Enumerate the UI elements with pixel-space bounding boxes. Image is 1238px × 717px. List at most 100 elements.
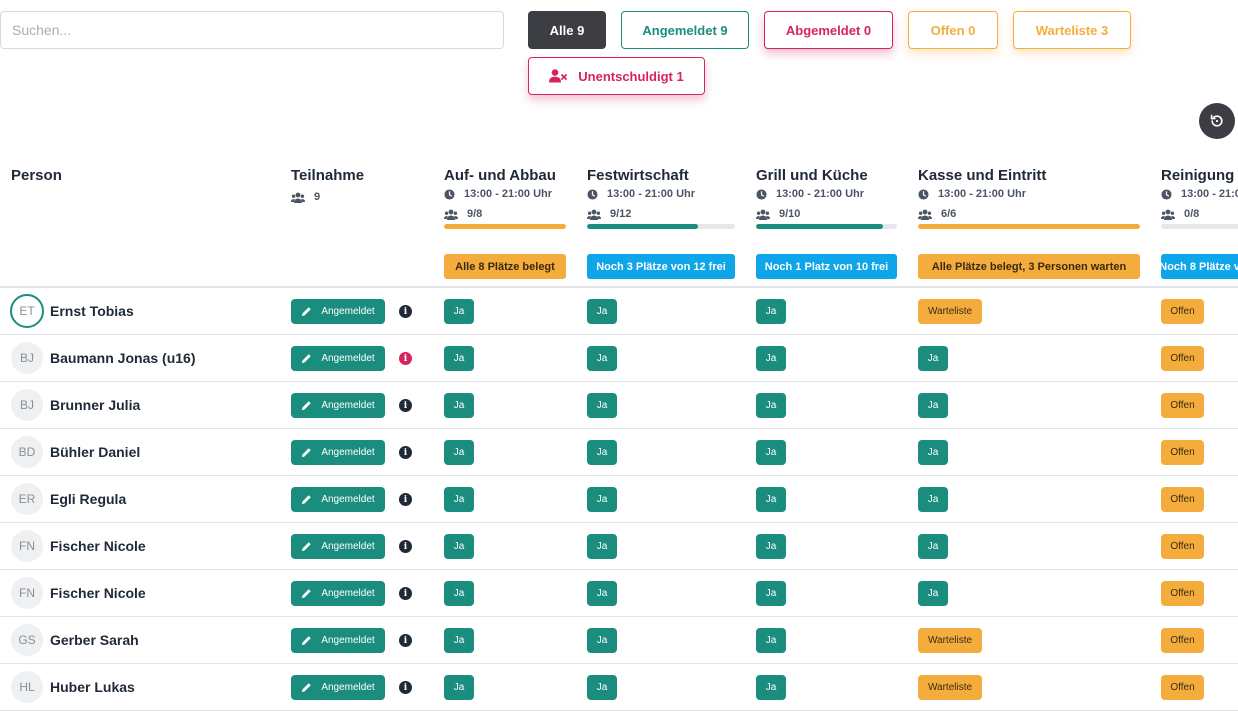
participation-button[interactable]: Angemeldet (291, 393, 385, 418)
info-icon[interactable]: i (399, 540, 412, 553)
participation-button[interactable]: Angemeldet (291, 675, 385, 700)
shift-count: 9/10 (756, 208, 800, 220)
shift-status-button[interactable]: Warteliste (918, 628, 982, 653)
info-icon[interactable]: i (399, 399, 412, 412)
info-icon[interactable]: i (399, 493, 412, 506)
filter-all-button[interactable]: Alle 9 (528, 11, 606, 49)
shift-status-button[interactable]: Ja (756, 440, 786, 465)
person-name[interactable]: Gerber Sarah (50, 632, 139, 648)
participation-label: Angemeldet (321, 635, 375, 646)
shift-time-value: 13:00 - 21:00 Uhr (464, 188, 553, 200)
person-name[interactable]: Ernst Tobias (50, 303, 134, 319)
shift-status-button[interactable]: Ja (444, 534, 474, 559)
shift-status-button[interactable]: Ja (444, 675, 474, 700)
shift-status-button[interactable]: Ja (918, 393, 948, 418)
shift-status-button[interactable]: Ja (587, 675, 617, 700)
shift-status-button[interactable]: Ja (918, 581, 948, 606)
shift-status-button[interactable]: Ja (918, 346, 948, 371)
shift-status-button[interactable]: Ja (587, 440, 617, 465)
shift-status-button[interactable]: Ja (587, 346, 617, 371)
table-row: BD Bühler Daniel Angemeldet i Ja Ja Ja Ja Of… (0, 429, 1238, 476)
shift-status-button[interactable]: Ja (756, 346, 786, 371)
shift-status-button[interactable]: Ja (587, 487, 617, 512)
shift-status-button[interactable]: Ja (756, 393, 786, 418)
shift-status-button[interactable]: Ja (756, 534, 786, 559)
shift-status-button[interactable]: Ja (444, 393, 474, 418)
avatar: GS (11, 624, 43, 656)
avatar: BJ (11, 389, 43, 421)
person-name[interactable]: Fischer Nicole (50, 538, 146, 554)
info-icon[interactable]: i (399, 352, 412, 365)
shift-status-button[interactable]: Ja (444, 299, 474, 324)
filter-unexcused-button[interactable]: Unentschuldigt 1 (528, 57, 705, 95)
participation-button[interactable]: Angemeldet (291, 299, 385, 324)
filter-waitlist-button[interactable]: Warteliste 3 (1013, 11, 1131, 49)
participation-button[interactable]: Angemeldet (291, 581, 385, 606)
users-icon (444, 209, 458, 220)
filter-registered-button[interactable]: Angemeldet 9 (621, 11, 749, 49)
person-name[interactable]: Fischer Nicole (50, 585, 146, 601)
avatar: BJ (11, 342, 43, 374)
shift-status-button[interactable]: Ja (444, 346, 474, 371)
shift-status-button[interactable]: Warteliste (918, 675, 982, 700)
participation-button[interactable]: Angemeldet (291, 534, 385, 559)
table-row: FN Fischer Nicole Angemeldet i Ja Ja Ja Ja O… (0, 570, 1238, 617)
shift-status-button[interactable]: Ja (918, 487, 948, 512)
shift-status-button[interactable]: Ja (444, 440, 474, 465)
participation-button[interactable]: Angemeldet (291, 487, 385, 512)
avatar: ET (10, 294, 44, 328)
shift-status-button[interactable]: Ja (918, 534, 948, 559)
shift-status-button[interactable]: Ja (756, 299, 786, 324)
shift-status-button[interactable]: Offen (1161, 440, 1204, 465)
shift-status-button[interactable]: Ja (756, 581, 786, 606)
person-name[interactable]: Egli Regula (50, 491, 127, 507)
info-icon[interactable]: i (399, 634, 412, 647)
shift-status-button[interactable]: Ja (587, 299, 617, 324)
shift-status-button[interactable]: Offen (1161, 534, 1204, 559)
shift-status-button[interactable]: Ja (756, 675, 786, 700)
shift-time-value: 13:00 - 21:00 Uhr (1181, 188, 1238, 200)
shift-status-button[interactable]: Offen (1161, 581, 1204, 606)
info-icon[interactable]: i (399, 446, 412, 459)
table-row: ET Ernst Tobias Angemeldet i Ja Ja Ja Warte… (0, 288, 1238, 335)
filter-open-button[interactable]: Offen 0 (908, 11, 998, 49)
shift-status-button[interactable]: Offen (1161, 393, 1204, 418)
shift-status-button[interactable]: Offen (1161, 299, 1204, 324)
shift-status-button[interactable]: Ja (444, 487, 474, 512)
filter-deregistered-button[interactable]: Abgemeldet 0 (764, 11, 893, 49)
shift-status-button[interactable]: Ja (444, 581, 474, 606)
person-name[interactable]: Brunner Julia (50, 397, 141, 413)
reset-button[interactable] (1199, 103, 1235, 139)
avatar: FN (11, 577, 43, 609)
person-name[interactable]: Bühler Daniel (50, 444, 141, 460)
shift-capacity-badge: Alle Plätze belegt, 3 Personen warten (918, 254, 1140, 279)
shift-status-button[interactable]: Offen (1161, 675, 1204, 700)
shift-status-button[interactable]: Ja (918, 440, 948, 465)
shift-status-button[interactable]: Ja (587, 393, 617, 418)
shift-status-button[interactable]: Ja (587, 534, 617, 559)
shift-status-button[interactable]: Warteliste (918, 299, 982, 324)
shift-status-button[interactable]: Ja (756, 487, 786, 512)
participation-button[interactable]: Angemeldet (291, 440, 385, 465)
info-icon[interactable]: i (399, 681, 412, 694)
participation-button[interactable]: Angemeldet (291, 346, 385, 371)
shift-status-button[interactable]: Ja (756, 628, 786, 653)
shift-status-button[interactable]: Offen (1161, 346, 1204, 371)
info-icon[interactable]: i (399, 305, 412, 318)
table-row: FN Fischer Nicole Angemeldet i Ja Ja Ja Ja O… (0, 523, 1238, 570)
shift-progress-fill (756, 224, 883, 229)
clock-icon (756, 188, 767, 200)
pencil-icon (302, 683, 312, 693)
person-name[interactable]: Huber Lukas (50, 679, 135, 695)
shift-status-button[interactable]: Offen (1161, 487, 1204, 512)
search-input[interactable] (0, 11, 504, 49)
shift-status-button[interactable]: Offen (1161, 628, 1204, 653)
info-icon[interactable]: i (399, 587, 412, 600)
users-icon (291, 192, 305, 203)
shift-status-button[interactable]: Ja (444, 628, 474, 653)
person-name[interactable]: Baumann Jonas (u16) (50, 350, 196, 366)
shift-status-button[interactable]: Ja (587, 581, 617, 606)
shift-progress-bar (756, 224, 897, 229)
shift-status-button[interactable]: Ja (587, 628, 617, 653)
participation-button[interactable]: Angemeldet (291, 628, 385, 653)
